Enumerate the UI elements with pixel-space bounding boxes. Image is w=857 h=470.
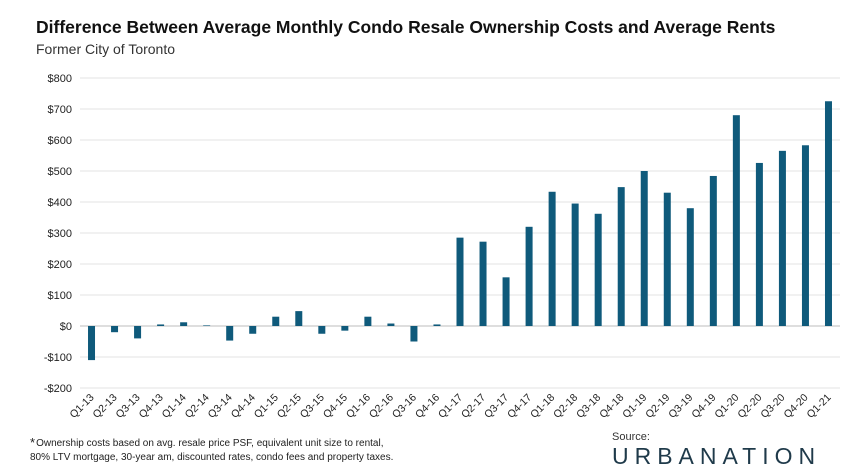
bar bbox=[479, 241, 487, 326]
bar bbox=[272, 316, 280, 326]
x-axis-ticks: Q1-13Q2-13Q3-13Q4-13Q1-14Q2-14Q3-14Q4-14… bbox=[68, 392, 834, 421]
bar bbox=[824, 101, 832, 326]
y-tick-label: $300 bbox=[48, 228, 72, 240]
y-tick-label: $700 bbox=[48, 104, 72, 116]
x-tick-label: Q1-13 bbox=[68, 392, 97, 421]
x-tick-label: Q2-18 bbox=[551, 392, 580, 421]
x-tick-label: Q1-21 bbox=[804, 392, 833, 421]
x-tick-label: Q1-19 bbox=[620, 392, 649, 421]
y-tick-label: $0 bbox=[60, 321, 72, 333]
x-tick-label: Q4-17 bbox=[505, 392, 534, 421]
bar bbox=[318, 326, 326, 334]
y-tick-label: $200 bbox=[48, 259, 72, 271]
bar bbox=[663, 192, 671, 326]
x-tick-label: Q4-20 bbox=[781, 392, 810, 421]
x-tick-label: Q1-15 bbox=[252, 392, 281, 421]
bar bbox=[433, 324, 441, 326]
bar bbox=[502, 277, 510, 326]
x-tick-label: Q2-13 bbox=[91, 392, 120, 421]
bar bbox=[525, 226, 533, 326]
x-tick-label: Q2-16 bbox=[367, 392, 396, 421]
bar bbox=[226, 326, 234, 341]
bar bbox=[180, 322, 188, 326]
bar bbox=[617, 187, 625, 326]
chart-title: Difference Between Average Monthly Condo… bbox=[36, 17, 776, 37]
bar bbox=[111, 326, 119, 333]
x-tick-label: Q4-15 bbox=[321, 392, 350, 421]
x-tick-label: Q2-17 bbox=[459, 392, 488, 421]
x-tick-label: Q2-19 bbox=[643, 392, 672, 421]
x-tick-label: Q4-14 bbox=[229, 392, 258, 421]
bar bbox=[203, 325, 211, 326]
x-tick-label: Q2-14 bbox=[183, 392, 212, 421]
bar bbox=[709, 175, 717, 326]
x-tick-label: Q3-19 bbox=[666, 392, 695, 421]
bar bbox=[364, 316, 372, 326]
y-tick-label: $800 bbox=[48, 73, 72, 85]
x-tick-label: Q3-14 bbox=[206, 392, 235, 421]
bar bbox=[571, 203, 579, 326]
x-tick-label: Q1-17 bbox=[436, 392, 465, 421]
bar bbox=[778, 150, 786, 326]
chart-subtitle: Former City of Toronto bbox=[36, 41, 176, 57]
bar bbox=[249, 326, 257, 334]
source-label: Source: bbox=[612, 431, 650, 443]
x-tick-label: Q1-16 bbox=[344, 392, 373, 421]
bar bbox=[295, 311, 303, 326]
y-tick-label: -$100 bbox=[44, 352, 72, 364]
x-tick-label: Q4-18 bbox=[597, 392, 626, 421]
bar bbox=[134, 326, 142, 339]
y-tick-label: $600 bbox=[48, 135, 72, 147]
urbanation-logo: URBANATION bbox=[612, 443, 822, 469]
footnote: *Ownership costs based on avg. resale pr… bbox=[30, 436, 393, 465]
x-tick-label: Q4-16 bbox=[413, 392, 442, 421]
bar bbox=[88, 326, 96, 361]
x-tick-label: Q3-18 bbox=[574, 392, 603, 421]
x-tick-label: Q1-20 bbox=[712, 392, 741, 421]
bar bbox=[640, 171, 648, 326]
bar bbox=[157, 324, 165, 326]
bar bbox=[755, 162, 763, 326]
bar bbox=[456, 237, 464, 326]
y-tick-label: -$200 bbox=[44, 383, 72, 395]
y-tick-label: $400 bbox=[48, 197, 72, 209]
y-tick-label: $100 bbox=[48, 290, 72, 302]
bar bbox=[686, 208, 694, 326]
x-tick-label: Q1-14 bbox=[160, 392, 189, 421]
bar bbox=[801, 145, 809, 326]
x-tick-label: Q3-17 bbox=[482, 392, 511, 421]
bar bbox=[387, 323, 395, 326]
x-tick-label: Q4-19 bbox=[689, 392, 718, 421]
x-tick-label: Q3-13 bbox=[114, 392, 143, 421]
x-tick-label: Q4-13 bbox=[137, 392, 166, 421]
y-tick-label: $500 bbox=[48, 166, 72, 178]
bar bbox=[341, 326, 349, 331]
x-tick-label: Q2-20 bbox=[735, 392, 764, 421]
bars bbox=[88, 101, 832, 361]
bar bbox=[732, 115, 740, 326]
x-tick-label: Q3-15 bbox=[298, 392, 327, 421]
y-axis-ticks: -$200 -$100 $0 $100 $200 $300 $400 $500 $600 $700… bbox=[44, 73, 72, 395]
x-tick-label: Q2-15 bbox=[275, 392, 304, 421]
footnote-marker: * bbox=[30, 435, 36, 450]
x-tick-label: Q1-18 bbox=[528, 392, 557, 421]
x-tick-label: Q3-20 bbox=[758, 392, 787, 421]
footnote-line-1: Ownership costs based on avg. resale pri… bbox=[36, 438, 384, 449]
bar bbox=[548, 191, 556, 326]
x-tick-label: Q3-16 bbox=[390, 392, 419, 421]
bar bbox=[410, 326, 418, 342]
footnote-line-2: 80% LTV mortgage, 30-year am, discounted… bbox=[30, 452, 394, 463]
bar bbox=[594, 213, 602, 326]
grid-lines bbox=[80, 77, 840, 389]
